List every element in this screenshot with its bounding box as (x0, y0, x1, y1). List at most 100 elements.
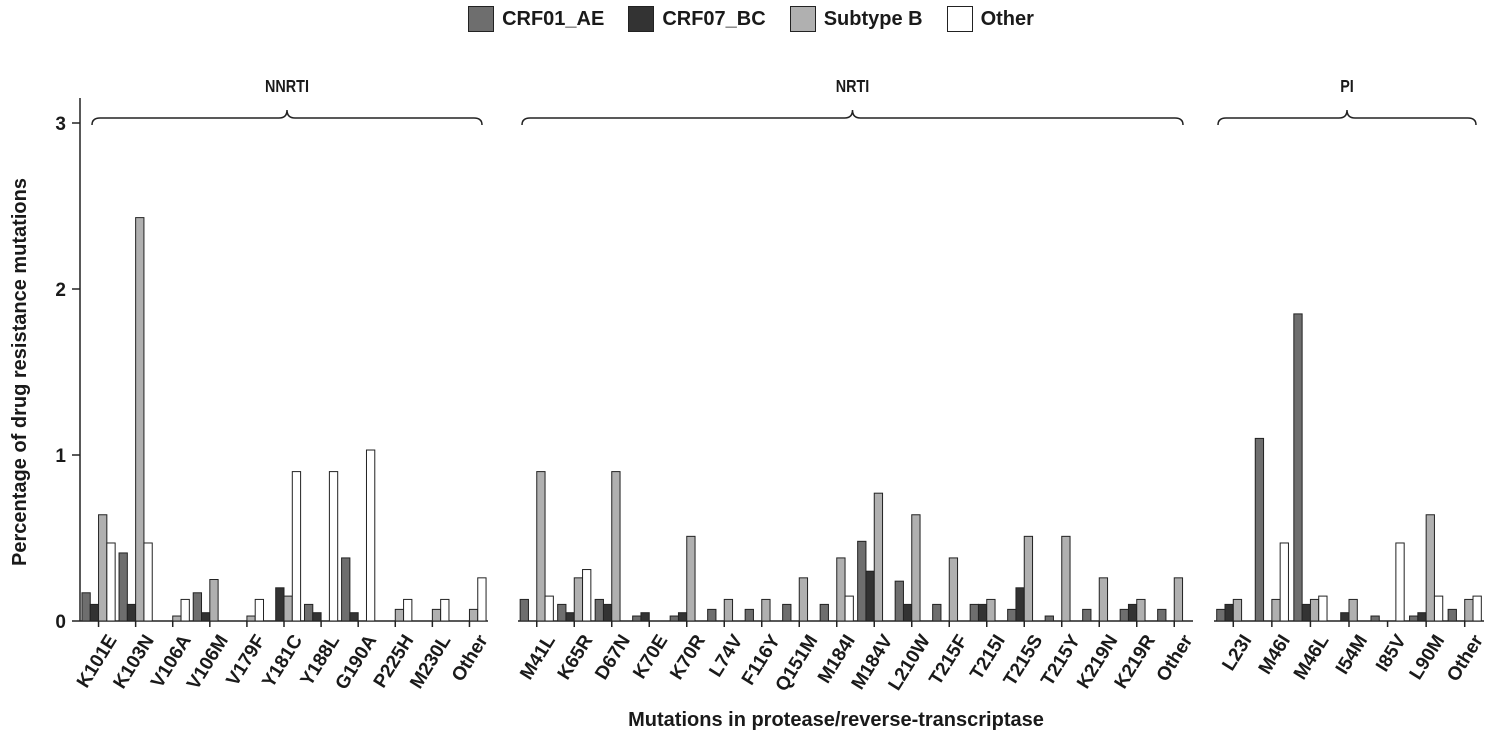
bar-nnrti-m230l-subtype-b (431, 608, 442, 622)
x-tick-label-pi-i54m: I54M (1332, 631, 1372, 678)
bar-nnrti-k103n-subtype-b (135, 217, 145, 622)
x-tick-label-nrti-m41l: M41L (516, 631, 560, 684)
bar-nnrti-m230l-other (440, 598, 450, 622)
bar-pi-m46l-subtype-b (1309, 598, 1320, 622)
bar-pi-l90m-crf01-ae (1409, 615, 1419, 622)
bar-nrti-d67n-crf07-bc (602, 603, 613, 622)
bar-nnrti-y188l-other (328, 471, 339, 622)
bar-nnrti-g190a-crf07-bc (349, 612, 359, 622)
bar-nnrti-y188l-crf01-ae (303, 603, 314, 622)
bar-nrti-k65r-other (582, 569, 592, 622)
x-tick-label-nrti-t215f: T215F (925, 631, 972, 689)
x-tick-label-nrti-d67n: D67N (591, 631, 635, 683)
bar-pi-other-other (1472, 595, 1482, 622)
bar-nnrti-k101e-crf07-bc (89, 603, 100, 622)
bar-nrti-m41l-crf01-ae (519, 598, 529, 622)
x-tick-label-nrti-k65r: K65R (554, 631, 598, 684)
bar-nrti-l74v-subtype-b (723, 598, 734, 622)
y-tick-label-2: 2 (55, 280, 66, 301)
legend-item-other: Other (946, 6, 1034, 32)
bar-pi-l90m-other (1433, 595, 1444, 622)
bar-nrti-other-crf01-ae (1157, 608, 1167, 622)
bar-nrti-t215s-subtype-b (1023, 535, 1034, 622)
bar-nrti-f116y-crf01-ae (744, 608, 754, 622)
legend-item-subtype-b: Subtype B (789, 6, 923, 32)
x-tick-label-nnrti-other: Other (448, 631, 493, 686)
bar-nrti-l210w-crf01-ae (894, 580, 904, 622)
bar-nnrti-k103n-crf01-ae (118, 552, 128, 622)
bar-nrti-other-subtype-b (1173, 577, 1184, 622)
bar-nrti-k70e-crf01-ae (632, 615, 642, 622)
group-label-nrti: NRTI (836, 77, 870, 97)
bar-nrti-m184v-crf01-ae (857, 540, 867, 622)
bar-pi-m46i-subtype-b (1271, 598, 1281, 622)
legend-label-crf07-bc: CRF07_BC (662, 7, 766, 30)
group-label-pi: PI (1340, 77, 1354, 97)
x-tick-label-nrti-k70r: K70R (666, 631, 710, 684)
y-tick-label-1: 1 (55, 446, 66, 467)
bar-pi-l23i-subtype-b (1232, 598, 1243, 622)
bar-nnrti-y181c-crf07-bc (275, 587, 285, 622)
bar-nrti-t215i-subtype-b (986, 598, 996, 622)
bar-pi-i54m-subtype-b (1348, 598, 1358, 622)
bar-nrti-k70r-crf07-bc (677, 612, 688, 622)
bar-pi-l90m-crf07-bc (1417, 612, 1427, 622)
bar-nnrti-g190a-other (365, 449, 376, 622)
bar-nrti-l210w-crf07-bc (902, 603, 913, 622)
bar-nrti-k219n-crf01-ae (1082, 608, 1092, 622)
legend-swatch-subtype-b (789, 6, 816, 32)
bar-nrti-m184v-crf07-bc (865, 570, 875, 622)
bar-nnrti-v106m-subtype-b (209, 579, 219, 622)
legend-swatch-crf01-ae (468, 6, 495, 32)
bar-nrti-t215i-crf01-ae (969, 603, 979, 622)
x-tick-label-nrti-other: Other (1153, 631, 1198, 686)
bar-nrti-t215f-crf01-ae (932, 603, 942, 622)
bar-nnrti-y188l-crf07-bc (312, 612, 322, 622)
bar-nrti-f116y-subtype-b (761, 598, 771, 622)
x-tick-label-pi-l23i: L23I (1218, 631, 1256, 674)
bar-nnrti-k101e-other (106, 542, 116, 622)
bar-pi-i85v-crf01-ae (1370, 615, 1380, 622)
bar-nnrti-v106m-crf01-ae (192, 592, 203, 622)
brace-nrti (521, 109, 1184, 126)
y-tick-label-0: 0 (55, 612, 66, 633)
bar-nnrti-y181c-other (291, 471, 302, 622)
bar-nrti-d67n-subtype-b (611, 471, 621, 622)
bar-nnrti-k101e-crf01-ae (81, 592, 91, 622)
bar-pi-l23i-crf07-bc (1224, 603, 1234, 622)
bar-nrti-t215s-crf01-ae (1007, 608, 1017, 622)
legend-item-crf01-ae: CRF01_AE (468, 6, 604, 32)
bar-pi-l23i-crf01-ae (1216, 608, 1226, 622)
bar-nnrti-k103n-crf07-bc (126, 603, 137, 622)
bar-pi-m46l-other (1318, 595, 1328, 622)
brace-nnrti (91, 109, 483, 126)
bar-nrti-t215f-subtype-b (948, 557, 959, 622)
bar-pi-l90m-subtype-b (1425, 514, 1435, 622)
group-label-nnrti: NNRTI (265, 77, 309, 97)
bar-nrti-m184i-other (844, 595, 854, 622)
legend-label-subtype-b: Subtype B (823, 7, 923, 30)
brace-pi (1217, 109, 1477, 126)
bar-nrti-k219n-subtype-b (1098, 577, 1109, 622)
bar-nrti-k219r-crf07-bc (1127, 603, 1138, 622)
bar-nnrti-y181c-subtype-b (283, 595, 293, 622)
x-tick-label-pi-m46l: M46L (1290, 631, 1334, 684)
bar-nnrti-v106m-crf07-bc (201, 612, 211, 622)
x-axis-title: Mutations in protease/reverse-transcript… (628, 709, 1044, 731)
legend-label-other: Other (980, 7, 1034, 30)
y-tick-label-3: 3 (55, 114, 66, 135)
bar-pi-m46l-crf01-ae (1293, 313, 1303, 622)
bar-nrti-m41l-subtype-b (536, 471, 546, 622)
x-tick-label-pi-other: Other (1443, 631, 1488, 686)
bar-nnrti-k103n-other (143, 542, 153, 622)
x-tick-label-pi-i85v: I85V (1372, 631, 1411, 676)
x-tick-label-nrti-k70e: K70E (629, 631, 672, 682)
bar-nrti-t215y-crf01-ae (1044, 615, 1054, 622)
bar-nrti-k219r-crf01-ae (1119, 608, 1129, 622)
bar-nnrti-v179f-subtype-b (246, 615, 256, 622)
bar-pi-m46i-other (1279, 542, 1289, 622)
bar-nnrti-v179f-other (254, 598, 265, 622)
bar-nrti-t215i-crf07-bc (977, 603, 988, 622)
bar-nrti-m41l-other (544, 595, 554, 622)
bar-pi-i85v-other (1395, 542, 1405, 622)
